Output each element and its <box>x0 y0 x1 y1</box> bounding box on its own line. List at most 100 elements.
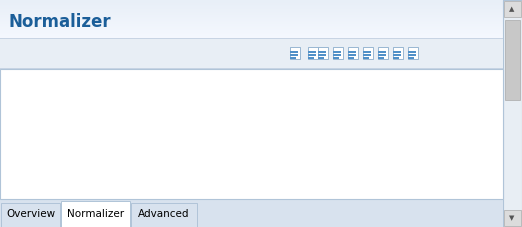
Bar <box>290 57 296 59</box>
Bar <box>393 51 401 53</box>
Bar <box>61 201 130 227</box>
Bar <box>0 6 503 7</box>
Bar <box>408 57 414 59</box>
Bar <box>0 2 503 3</box>
Bar <box>0 91 489 118</box>
Bar <box>0 10 503 11</box>
Text: string: string <box>317 99 347 109</box>
Bar <box>0 34 503 35</box>
Text: 10: 10 <box>387 180 400 190</box>
Bar <box>0 171 489 172</box>
Bar <box>348 57 354 59</box>
Text: Type: Type <box>317 75 341 85</box>
Bar <box>363 47 373 59</box>
Bar <box>318 54 326 56</box>
Text: ▲: ▲ <box>494 74 499 79</box>
Text: 1: 1 <box>207 180 213 190</box>
Bar <box>378 54 386 56</box>
Text: 0: 0 <box>437 99 444 109</box>
Text: Overview: Overview <box>6 209 55 219</box>
Text: Level: Level <box>207 75 234 85</box>
Bar <box>348 47 358 59</box>
Text: ▼: ▼ <box>509 215 515 221</box>
Text: 10: 10 <box>387 153 400 163</box>
Bar <box>0 22 503 23</box>
Text: Scale: Scale <box>437 75 465 85</box>
Bar <box>504 1 521 17</box>
Bar <box>504 210 521 226</box>
Bar <box>0 69 503 199</box>
Bar <box>0 7 503 8</box>
Text: 1: 1 <box>257 99 264 109</box>
Text: 1: 1 <box>207 126 213 136</box>
Bar <box>333 54 341 56</box>
Bar <box>503 0 522 227</box>
Bar <box>1 203 60 227</box>
Bar <box>1 119 204 144</box>
Text: 10: 10 <box>387 99 400 109</box>
Bar <box>0 198 489 199</box>
Bar <box>378 47 388 59</box>
Bar <box>0 117 489 118</box>
Bar <box>505 20 520 100</box>
Bar <box>0 68 503 69</box>
Bar <box>492 101 500 103</box>
Text: 1: 1 <box>257 126 264 136</box>
Bar <box>290 51 298 53</box>
Bar <box>0 21 503 22</box>
Text: 1: 1 <box>207 99 213 109</box>
Bar <box>393 54 401 56</box>
Text: decimal: decimal <box>317 153 358 163</box>
Text: 0: 0 <box>437 126 444 136</box>
Bar <box>0 11 503 12</box>
Bar <box>408 47 418 59</box>
Bar <box>393 57 399 59</box>
Bar <box>393 47 403 59</box>
Bar <box>0 25 503 26</box>
Bar <box>490 186 502 198</box>
Text: Sales Commissions: Sales Commissions <box>8 180 109 190</box>
Text: 0: 0 <box>437 180 444 190</box>
Bar <box>0 32 503 33</box>
Bar <box>0 39 503 69</box>
Bar <box>0 118 489 145</box>
Bar <box>131 203 197 227</box>
Text: decimal: decimal <box>317 180 358 190</box>
Text: Bonus_Pay: Bonus_Pay <box>8 153 64 163</box>
Text: 1: 1 <box>257 153 264 163</box>
Bar <box>0 90 503 91</box>
Bar <box>0 23 503 24</box>
Bar <box>318 47 328 59</box>
Bar <box>0 15 503 16</box>
Text: ○: ○ <box>193 77 199 83</box>
Bar <box>378 51 386 53</box>
Bar <box>0 144 489 145</box>
Bar <box>333 47 343 59</box>
Text: Advanced: Advanced <box>138 209 190 219</box>
Bar <box>308 51 316 53</box>
Bar <box>333 57 339 59</box>
Bar <box>0 17 503 18</box>
Bar <box>378 57 384 59</box>
Bar <box>318 57 324 59</box>
Text: decimal: decimal <box>317 126 358 136</box>
Bar <box>490 70 502 82</box>
Text: 1: 1 <box>257 180 264 190</box>
Bar <box>0 4 503 5</box>
Bar <box>492 96 500 98</box>
Bar <box>0 28 503 29</box>
Text: 10: 10 <box>387 126 400 136</box>
Bar <box>0 69 503 199</box>
Bar <box>0 24 503 25</box>
Bar <box>0 20 503 21</box>
Bar <box>318 51 326 53</box>
Bar <box>0 145 489 172</box>
Bar <box>0 19 503 20</box>
Bar <box>408 54 416 56</box>
Text: Occurs: Occurs <box>257 75 293 85</box>
Bar <box>0 27 503 28</box>
Text: EmployeeID: EmployeeID <box>8 99 70 109</box>
Text: Normalizer: Normalizer <box>8 13 111 31</box>
Bar <box>308 54 316 56</box>
Text: Base_Salary: Base_Salary <box>8 126 72 136</box>
